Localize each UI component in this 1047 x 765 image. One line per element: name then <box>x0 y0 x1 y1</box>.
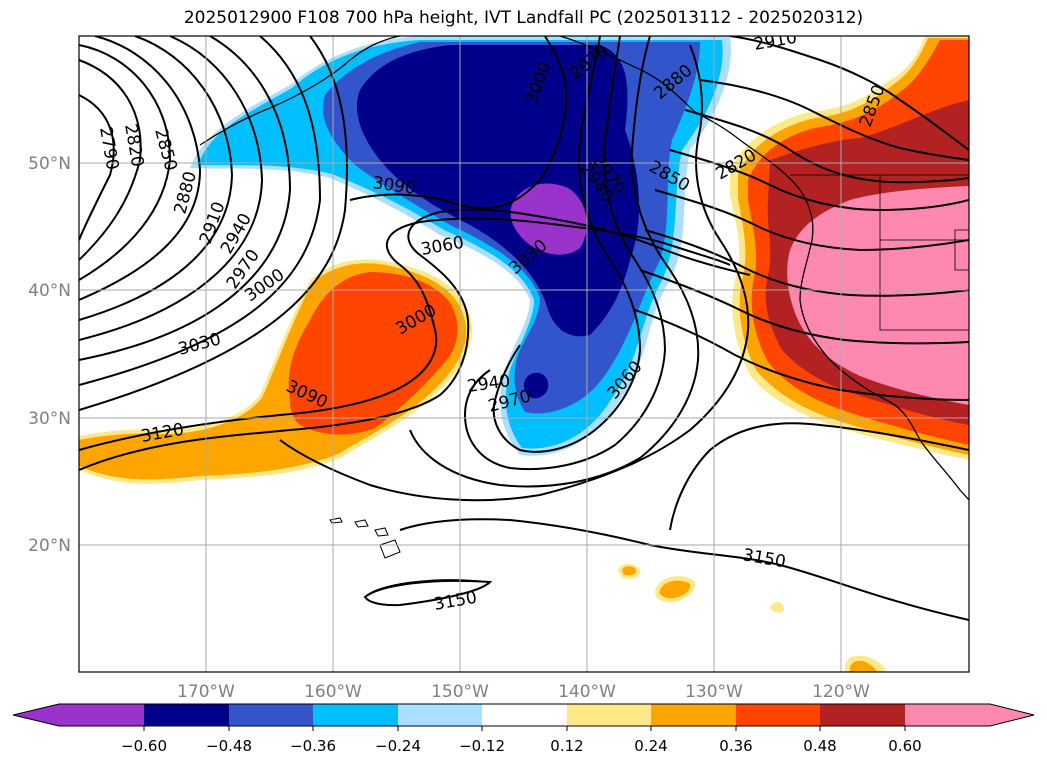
lat-label: 20°N <box>28 536 71 556</box>
colorbar-swatch <box>482 704 567 726</box>
colorbar-tick: 0.24 <box>634 737 667 755</box>
colorbar-swatch <box>736 704 820 726</box>
coastline-canada <box>790 174 969 331</box>
colorbar-swatch <box>567 704 651 726</box>
colorbar-extend-high <box>990 704 1034 726</box>
lon-label: 130°W <box>685 682 743 702</box>
map-title: 2025012900 F108 700 hPa height, IVT Land… <box>183 8 864 28</box>
colorbar-outline <box>12 703 1035 727</box>
pos-blob-3 <box>770 602 784 613</box>
colorbar-swatch <box>229 704 313 726</box>
colorbar-swatch <box>820 704 905 726</box>
longitude-labels: 170°W 160°W 150°W 140°W 130°W 120°W <box>177 682 870 702</box>
coastline-alaska <box>199 36 969 501</box>
coastline-hawaii <box>329 517 491 606</box>
colorbar-tick: 0.12 <box>550 737 583 755</box>
neg-region-048 <box>356 45 640 337</box>
colorbar-swatch <box>651 704 736 726</box>
colorbar-swatch <box>144 704 229 726</box>
map-frame <box>78 35 970 673</box>
colorbar-tick: 0.36 <box>719 737 752 755</box>
lon-label: 120°W <box>812 682 870 702</box>
lon-label: 150°W <box>431 682 489 702</box>
colorbar: −0.60 −0.48 −0.36 −0.24 −0.12 0.12 0.24 … <box>12 703 1035 755</box>
ivt-shading: 2790 2820 2850 2880 2910 2940 2970 3000 … <box>79 36 969 672</box>
colorbar-tick: 0.48 <box>803 737 836 755</box>
colorbar-tick: −0.24 <box>375 737 421 755</box>
colorbar-swatch <box>313 704 398 726</box>
lon-label: 160°W <box>304 682 362 702</box>
colorbar-tick: −0.60 <box>121 737 167 755</box>
graticule <box>79 36 969 672</box>
pos-region-west-036 <box>288 272 458 435</box>
colorbar-extend-low <box>13 704 59 726</box>
colorbar-tick: −0.36 <box>290 737 336 755</box>
colorbar-swatch <box>905 704 990 726</box>
colorbar-tick: −0.12 <box>459 737 505 755</box>
colorbar-swatch <box>398 704 482 726</box>
lat-label: 50°N <box>28 154 71 174</box>
lon-label: 170°W <box>177 682 235 702</box>
latitude-labels: 50°N 40°N 30°N 20°N <box>28 154 71 556</box>
colorbar-swatch <box>59 704 144 726</box>
lon-label: 140°W <box>558 682 616 702</box>
lat-label: 40°N <box>28 281 71 301</box>
colorbar-tick: 0.60 <box>888 737 921 755</box>
colorbar-tick: −0.48 <box>206 737 252 755</box>
lat-label: 30°N <box>28 409 71 429</box>
